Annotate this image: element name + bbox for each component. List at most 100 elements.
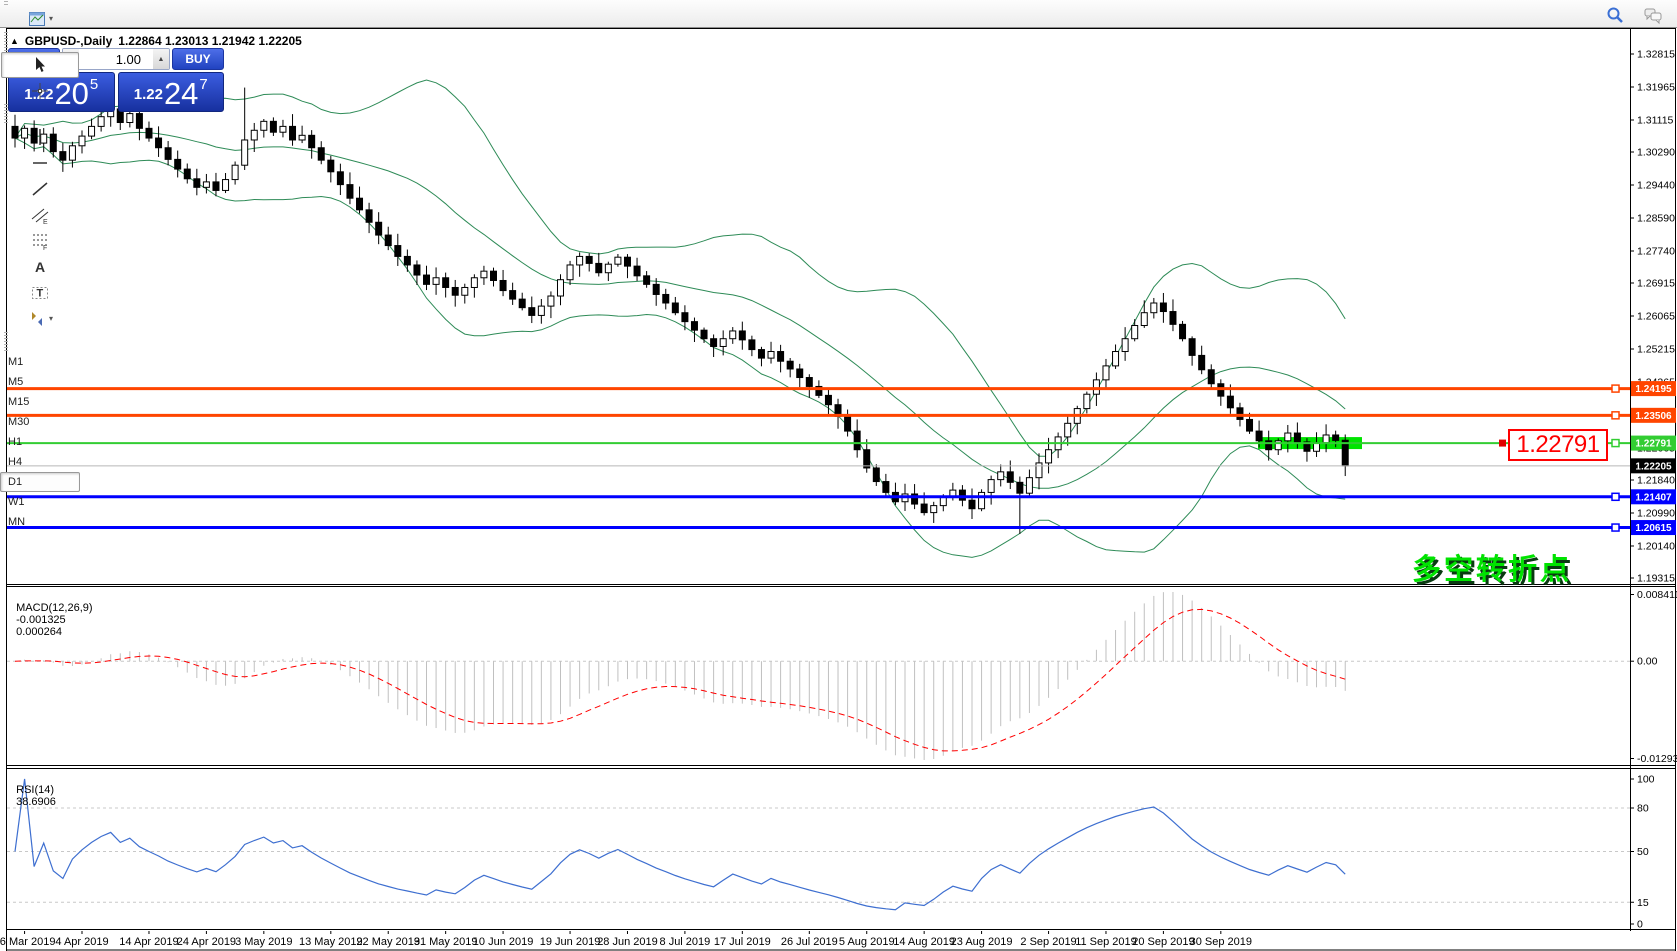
svg-text:8 Jul 2019: 8 Jul 2019 <box>660 936 711 948</box>
sell-price-sup: 5 <box>89 76 99 93</box>
tf-h1[interactable]: H1 <box>8 435 23 448</box>
price-axis-chip: 1.21407 <box>1631 489 1676 505</box>
trade-panel-toggle-icon[interactable]: ▲ <box>10 36 19 46</box>
rsi-name: RSI(14) <box>16 784 55 796</box>
vline-icon <box>39 128 41 145</box>
svg-text:1.28590: 1.28590 <box>1637 212 1675 224</box>
svg-text:20 Sep 2019: 20 Sep 2019 <box>1132 936 1194 948</box>
tf-w1[interactable]: W1 <box>8 495 25 508</box>
svg-text:1.19315: 1.19315 <box>1637 573 1675 585</box>
svg-text:0.00: 0.00 <box>1637 656 1658 668</box>
svg-text:1.27740: 1.27740 <box>1637 245 1675 257</box>
tf-m1[interactable]: M1 <box>8 355 24 368</box>
svg-text:E: E <box>43 219 48 225</box>
candlesticks <box>11 87 1349 534</box>
chinese-annotation[interactable]: 多空转折点 <box>1412 554 1573 586</box>
rsi-indicator-label: RSI(14) 38.6906 <box>10 772 56 808</box>
search-button[interactable] <box>1600 2 1630 28</box>
fibonacci-button[interactable]: F <box>1 228 79 254</box>
text-button[interactable]: A <box>1 254 79 280</box>
buy-button[interactable]: BUY <box>172 48 224 70</box>
svg-text:1.22791: 1.22791 <box>1635 439 1672 450</box>
one-click-trading-panel: SELL ▼ ▲ BUY 1.22 20 5 1.22 24 7 <box>8 48 224 112</box>
text-label-button[interactable]: T <box>1 280 79 306</box>
svg-text:1.30290: 1.30290 <box>1637 147 1675 159</box>
line-handle[interactable] <box>1611 523 1620 532</box>
tf-mn[interactable]: MN <box>8 515 26 528</box>
toolbar-grip-templates[interactable] <box>4 0 8 6</box>
line-handle[interactable] <box>1611 492 1620 502</box>
volume-input[interactable] <box>79 49 153 69</box>
svg-text:1.22205: 1.22205 <box>1635 461 1672 472</box>
svg-text:1.20990: 1.20990 <box>1637 507 1675 519</box>
svg-text:1.26065: 1.26065 <box>1637 311 1675 323</box>
tf-m5[interactable]: M5 <box>8 375 24 388</box>
vertical-line-button[interactable] <box>1 124 79 150</box>
callout-handle[interactable] <box>1499 439 1506 447</box>
tf-h4[interactable]: H4 <box>8 455 23 468</box>
svg-text:1.20615: 1.20615 <box>1635 523 1672 534</box>
search-icon <box>1607 7 1623 23</box>
cursor-icon <box>36 56 45 72</box>
line-handle[interactable] <box>1611 384 1620 393</box>
volume-stepper: ▼ ▲ <box>62 48 170 70</box>
svg-text:3 May 2019: 3 May 2019 <box>235 936 292 948</box>
svg-text:22 May 2019: 22 May 2019 <box>356 936 420 948</box>
cursor-button[interactable] <box>1 51 80 78</box>
volume-up-button[interactable]: ▲ <box>153 49 169 69</box>
template-icon <box>29 11 45 26</box>
sell-price-big: 20 <box>54 76 89 111</box>
toolbar-grip-objects[interactable] <box>4 103 8 124</box>
svg-text:17 Jul 2019: 17 Jul 2019 <box>714 936 771 948</box>
price-axis-chip: 1.20615 <box>1631 520 1676 536</box>
svg-text:1.21407: 1.21407 <box>1635 492 1672 503</box>
price-axis-chip: 1.24195 <box>1631 381 1676 397</box>
tf-m30[interactable]: M30 <box>8 415 30 428</box>
rsi-value: 38.6906 <box>16 796 56 808</box>
svg-text:4 Apr 2019: 4 Apr 2019 <box>55 936 108 948</box>
rsi-panel-canvas[interactable]: 100 80 50 15 0 <box>0 767 1677 931</box>
svg-text:14 Aug 2019: 14 Aug 2019 <box>893 936 955 948</box>
svg-text:1.21840: 1.21840 <box>1637 474 1675 486</box>
tf-d1[interactable]: D1 <box>0 471 81 492</box>
arrows-button[interactable]: ▾ <box>1 306 79 332</box>
chevron-down-icon[interactable]: ▾ <box>49 14 54 23</box>
tf-m15[interactable]: M15 <box>8 395 30 408</box>
buy-price-box[interactable]: 1.22 24 7 <box>117 72 224 112</box>
chart-symbol-label: GBPUSD-,Daily <box>24 34 113 48</box>
trendline-button[interactable] <box>1 176 79 202</box>
svg-text:23 Aug 2019: 23 Aug 2019 <box>951 936 1013 948</box>
text-label-icon: T <box>32 286 48 299</box>
svg-text:15: 15 <box>1637 897 1649 909</box>
price-axis-chip: 1.22791 <box>1631 435 1676 451</box>
price-chart-canvas[interactable]: 1.32815 1.31965 1.31115 1.30290 1.29440 1.285… <box>0 28 1677 585</box>
horizontal-line-button[interactable] <box>1 150 79 176</box>
trendline-icon <box>32 181 48 196</box>
svg-text:A: A <box>35 259 45 275</box>
svg-text:0: 0 <box>1637 919 1643 931</box>
channel-button[interactable]: E <box>1 202 79 228</box>
macd-signal-line <box>14 608 1346 752</box>
chat-button[interactable] <box>1638 2 1668 28</box>
crosshair-button[interactable] <box>1 78 79 104</box>
chart-title: ▲ GBPUSD-,Daily 1.22864 1.23013 1.21942 … <box>10 34 302 48</box>
chevron-down-icon[interactable]: ▾ <box>49 314 54 323</box>
svg-text:1.23506: 1.23506 <box>1635 411 1672 422</box>
price-callout-box[interactable]: 1.22791 <box>1508 429 1608 461</box>
toolbar-grip-cursor[interactable] <box>4 31 8 52</box>
svg-text:26 Mar 2019: 26 Mar 2019 <box>0 936 55 948</box>
toolbar-grip-timeframes[interactable] <box>4 331 8 352</box>
svg-text:0.008411: 0.008411 <box>1637 589 1677 601</box>
svg-text:1.31965: 1.31965 <box>1637 81 1675 93</box>
sell-price-box[interactable]: 1.22 20 5 <box>8 72 115 112</box>
svg-text:50: 50 <box>1637 846 1649 858</box>
svg-text:2 Sep 2019: 2 Sep 2019 <box>1020 936 1076 948</box>
template-button[interactable]: ▾ <box>1 6 79 32</box>
line-handle[interactable] <box>1611 438 1620 448</box>
line-handle[interactable] <box>1611 411 1620 420</box>
